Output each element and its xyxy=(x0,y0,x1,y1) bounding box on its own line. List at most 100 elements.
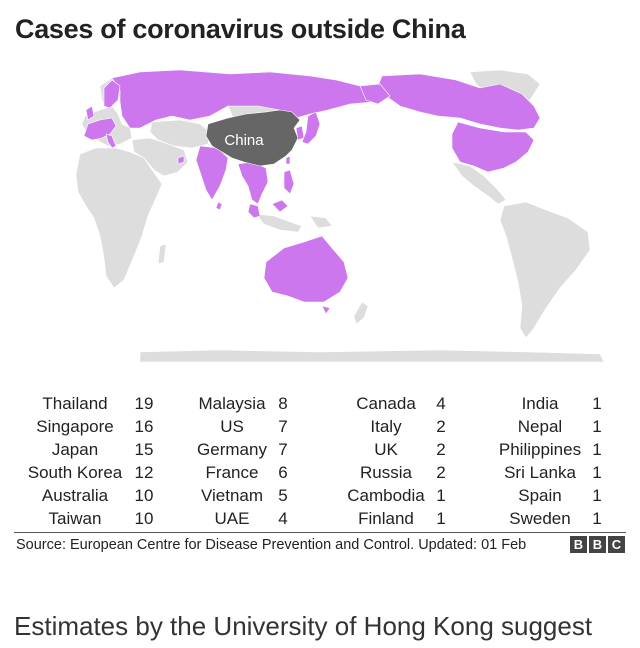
case-count: 1 xyxy=(592,440,602,459)
country-name: Taiwan xyxy=(48,509,102,528)
region-indonesia-grey xyxy=(255,213,303,233)
country-name: South Korea xyxy=(27,463,123,482)
country-name: Finland xyxy=(358,509,414,528)
country-name: Thailand xyxy=(42,394,108,413)
table-row: Malaysia 8 xyxy=(14,394,624,416)
region-middle-east xyxy=(131,137,189,177)
region-mexico xyxy=(451,161,507,205)
region-sri-lanka xyxy=(215,201,223,211)
table-row: Japan 15 xyxy=(14,440,624,462)
case-count: 2 xyxy=(436,463,446,482)
country-name: Sweden xyxy=(509,509,571,528)
case-count: 6 xyxy=(278,463,288,482)
country-name: France xyxy=(205,463,259,482)
country-name: UK xyxy=(374,440,398,459)
country-name: Germany xyxy=(197,440,267,459)
region-borneo-malaysia xyxy=(271,199,289,213)
country-name: Malaysia xyxy=(198,394,266,413)
case-count: 2 xyxy=(436,417,446,436)
region-new-zealand xyxy=(353,301,369,325)
table-row: Canada 4 xyxy=(14,394,624,416)
article-text: Estimates by the University of Hong Kong… xyxy=(14,611,593,641)
logo-letter: B xyxy=(589,536,606,553)
case-count: 1 xyxy=(592,394,602,413)
region-philippines xyxy=(283,169,295,195)
table-row: Italy 2 xyxy=(14,417,624,439)
region-italy xyxy=(105,133,117,149)
case-count: 10 xyxy=(134,509,154,528)
case-count: 1 xyxy=(436,509,446,528)
country-name: Singapore xyxy=(36,417,114,436)
table-row: Finland 1 xyxy=(14,509,624,531)
case-count: 4 xyxy=(278,509,288,528)
region-africa xyxy=(75,147,163,289)
china-label: China xyxy=(224,132,264,149)
case-count: 4 xyxy=(436,394,446,413)
region-canada xyxy=(377,73,541,131)
case-count: 7 xyxy=(278,440,288,459)
case-count: 1 xyxy=(592,417,602,436)
case-count: 7 xyxy=(278,417,288,436)
case-count: 5 xyxy=(278,486,288,505)
table-row: Vietnam 5 xyxy=(14,486,624,508)
logo-letter: C xyxy=(608,536,625,553)
country-name: Sri Lanka xyxy=(504,463,576,482)
table-row: Thailand 19 xyxy=(14,394,624,416)
world-map: China xyxy=(75,69,605,363)
case-count: 1 xyxy=(592,486,602,505)
region-malaysia-singapore xyxy=(247,203,261,219)
country-name: Nepal xyxy=(517,417,563,436)
country-name: Vietnam xyxy=(200,486,264,505)
country-name: Canada xyxy=(356,394,416,413)
table-row: Taiwan 10 xyxy=(14,509,624,531)
table-row: Philippines 1 xyxy=(14,440,624,462)
case-count: 19 xyxy=(134,394,154,413)
case-count: 2 xyxy=(436,440,446,459)
region-alaska xyxy=(359,83,391,105)
cases-table: Thailand 19 Singapore 16 Japan 15 South Korea 1… xyxy=(14,394,624,534)
region-tasmania xyxy=(321,305,331,315)
region-se-asia xyxy=(237,161,269,205)
country-name: Japan xyxy=(51,440,99,459)
country-name: US xyxy=(220,417,244,436)
top-border xyxy=(0,0,640,3)
case-count: 10 xyxy=(134,486,154,505)
table-row: Australia 10 xyxy=(14,486,624,508)
region-png xyxy=(309,215,333,229)
region-uae xyxy=(177,155,185,165)
region-uk xyxy=(85,105,95,121)
case-count: 16 xyxy=(134,417,154,436)
country-name: Cambodia xyxy=(347,486,425,505)
case-count: 1 xyxy=(592,463,602,482)
logo-letter: B xyxy=(570,536,587,553)
country-name: Australia xyxy=(41,486,109,505)
region-south-america xyxy=(499,201,591,339)
table-row: Cambodia 1 xyxy=(14,486,624,508)
case-count: 8 xyxy=(278,394,288,413)
divider xyxy=(14,532,626,533)
table-row: UK 2 xyxy=(14,440,624,462)
case-count: 15 xyxy=(134,440,154,459)
table-row: UAE 4 xyxy=(14,509,624,531)
region-antarctica xyxy=(139,349,605,363)
case-count: 1 xyxy=(436,486,446,505)
table-row: Russia 2 xyxy=(14,463,624,485)
region-us xyxy=(451,121,535,173)
region-china xyxy=(205,109,301,167)
country-name: Spain xyxy=(518,486,562,505)
region-india xyxy=(195,145,229,201)
table-row: South Korea 12 xyxy=(14,463,624,485)
table-row: Sweden 1 xyxy=(14,509,624,531)
source-note: Source: European Centre for Disease Prev… xyxy=(16,537,527,553)
table-row: India 1 xyxy=(14,394,624,416)
table-row: Nepal 1 xyxy=(14,417,624,439)
table-row: France 6 xyxy=(14,463,624,485)
table-row: US 7 xyxy=(14,417,624,439)
region-japan xyxy=(301,111,321,145)
country-name: Philippines xyxy=(498,440,582,459)
region-taiwan xyxy=(285,155,291,165)
case-count: 12 xyxy=(134,463,154,482)
table-row: Spain 1 xyxy=(14,486,624,508)
region-madagascar xyxy=(157,243,167,265)
country-name: Italy xyxy=(370,417,402,436)
